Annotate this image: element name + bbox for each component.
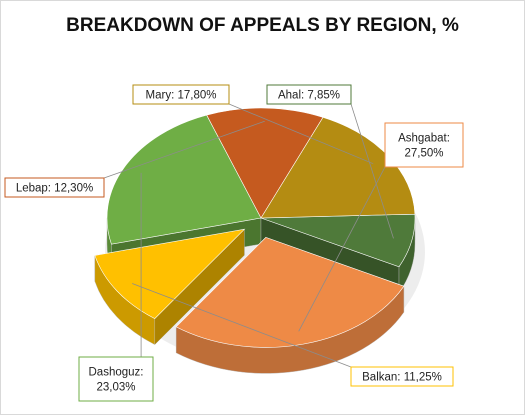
leader-line-ashgabat xyxy=(298,166,386,332)
slice-ashgabat xyxy=(175,237,405,348)
data-label-lebap: Lebap: 12,30% xyxy=(16,183,93,195)
data-label-box-mary xyxy=(132,84,230,105)
chart-title: BREAKDOWN OF APPEALS BY REGION, % xyxy=(66,15,459,36)
leader-line-lebap xyxy=(103,120,265,179)
slice-lebap xyxy=(206,107,324,219)
slice-balkan xyxy=(94,228,246,320)
leader-line-balkan xyxy=(132,283,352,368)
data-label-ahal: Ahal: 7,85% xyxy=(278,90,340,102)
data-label-box-ashgabat xyxy=(384,122,464,168)
data-label-box-balkan xyxy=(350,366,454,387)
leader-line-mary xyxy=(228,103,374,165)
data-label-balkan: Balkan: 11,25% xyxy=(362,372,442,384)
data-label-ashgabat: Ashgabat: 27,50% xyxy=(398,133,450,160)
data-label-dashoguz: Dashoguz: 23,03% xyxy=(89,367,144,394)
leader-line-ahal xyxy=(350,103,394,239)
data-label-box-ahal xyxy=(266,84,352,105)
data-label-box-lebap xyxy=(4,177,105,198)
data-label-box-dashoguz xyxy=(78,356,154,402)
data-label-mary: Mary: 17,80% xyxy=(146,90,217,102)
slice-dashoguz xyxy=(106,114,262,245)
